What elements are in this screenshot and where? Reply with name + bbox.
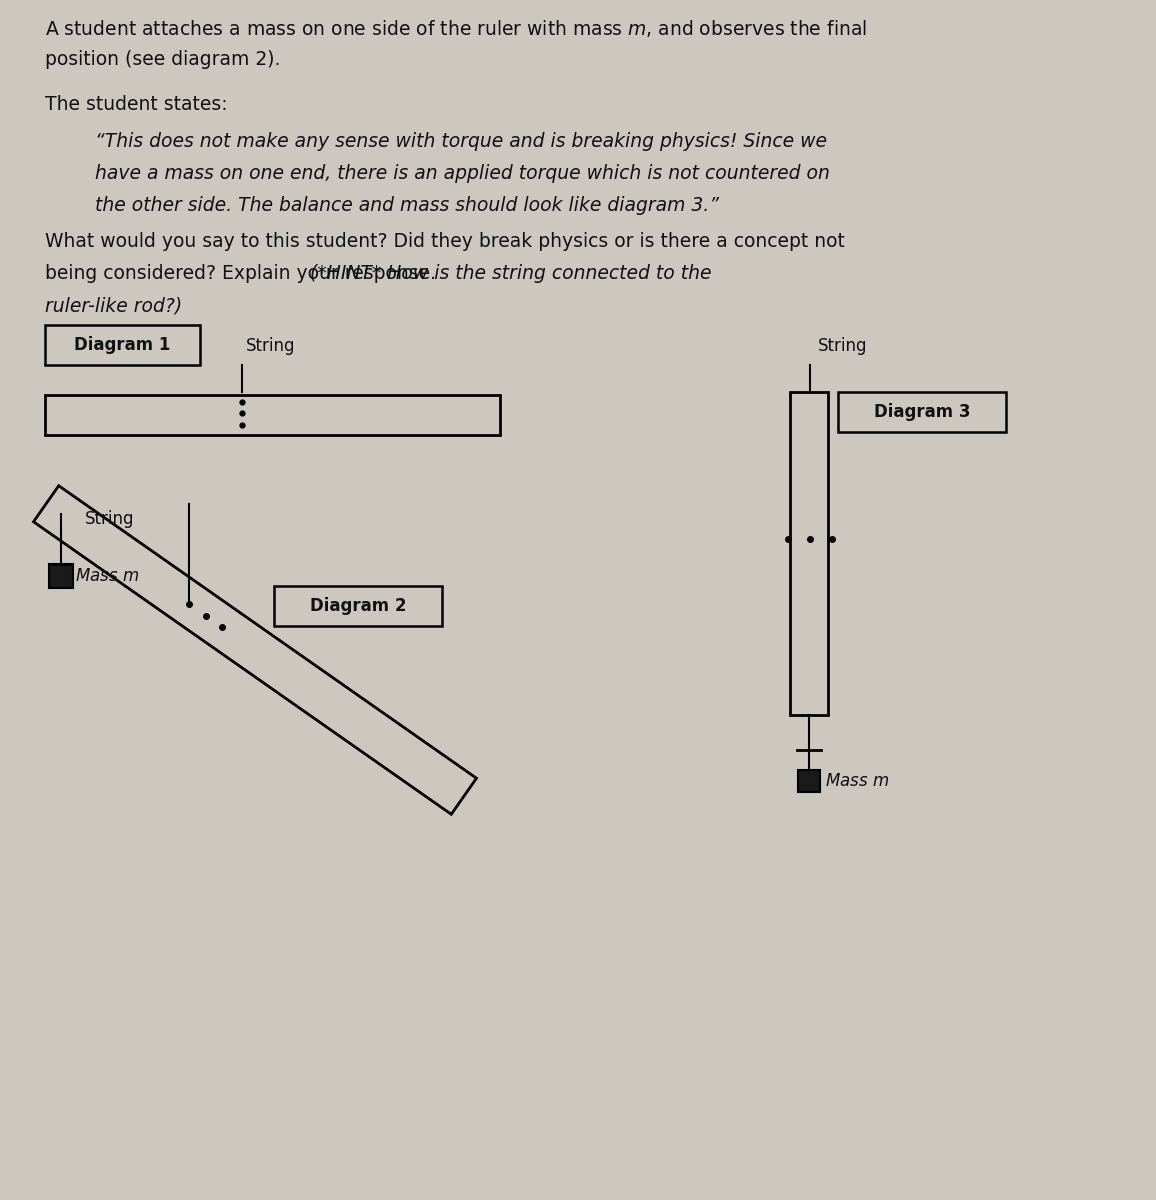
Text: String: String — [818, 337, 867, 355]
Text: Mass $m$: Mass $m$ — [75, 568, 139, 586]
FancyBboxPatch shape — [838, 392, 1006, 432]
Text: A student attaches a mass on one side of the ruler with mass $m$, and observes t: A student attaches a mass on one side of… — [45, 18, 867, 38]
Text: the other side. The balance and mass should look like diagram 3.”: the other side. The balance and mass sho… — [95, 196, 719, 215]
Polygon shape — [34, 486, 476, 815]
Text: ruler-like rod?): ruler-like rod?) — [45, 296, 183, 316]
Text: position (see diagram 2).: position (see diagram 2). — [45, 50, 281, 68]
FancyBboxPatch shape — [45, 395, 501, 434]
Text: (*HINT* How is the string connected to the: (*HINT* How is the string connected to t… — [310, 264, 711, 283]
Text: being considered? Explain your response.: being considered? Explain your response. — [45, 264, 442, 283]
Text: Diagram 2: Diagram 2 — [310, 598, 407, 616]
FancyBboxPatch shape — [798, 770, 820, 792]
Text: String: String — [84, 510, 134, 528]
Text: Diagram 3: Diagram 3 — [874, 403, 970, 421]
Text: String: String — [246, 337, 296, 355]
Text: Mass $m$: Mass $m$ — [825, 772, 889, 790]
Text: “This does not make any sense with torque and is breaking physics! Since we: “This does not make any sense with torqu… — [95, 132, 827, 151]
Text: have a mass on one end, there is an applied torque which is not countered on: have a mass on one end, there is an appl… — [95, 164, 830, 182]
FancyBboxPatch shape — [274, 586, 443, 626]
Text: What would you say to this student? Did they break physics or is there a concept: What would you say to this student? Did … — [45, 232, 845, 251]
FancyBboxPatch shape — [790, 392, 828, 715]
Text: The student states:: The student states: — [45, 95, 228, 114]
FancyBboxPatch shape — [49, 564, 73, 588]
Text: Diagram 1: Diagram 1 — [74, 336, 171, 354]
FancyBboxPatch shape — [45, 325, 200, 365]
